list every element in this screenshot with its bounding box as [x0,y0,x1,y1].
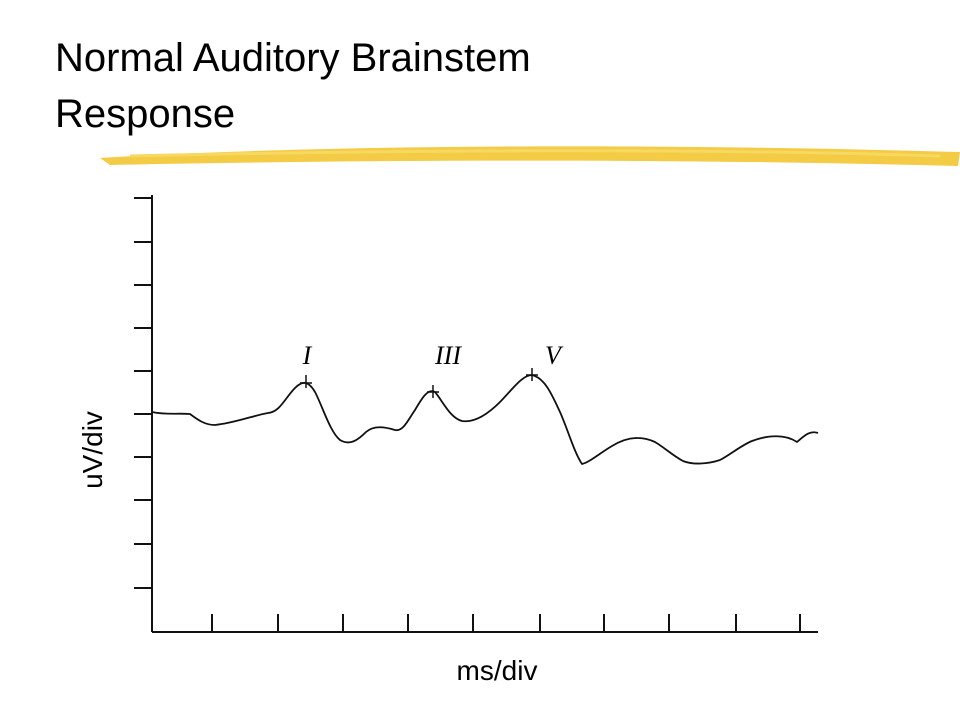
y-axis-label: uV/div [77,411,108,489]
x-axis-label: ms/div [457,655,538,686]
y-ticks [134,197,152,589]
peak-label: I [302,341,313,370]
x-ticks [211,614,801,632]
slide-title: Normal Auditory Brainstem Response [55,36,531,136]
peak-label: V [545,341,564,370]
brush-stroke-highlight [129,149,941,158]
peak-markers [300,368,538,398]
axes [134,195,818,633]
peak-label: III [434,341,462,370]
waveform [151,374,819,465]
